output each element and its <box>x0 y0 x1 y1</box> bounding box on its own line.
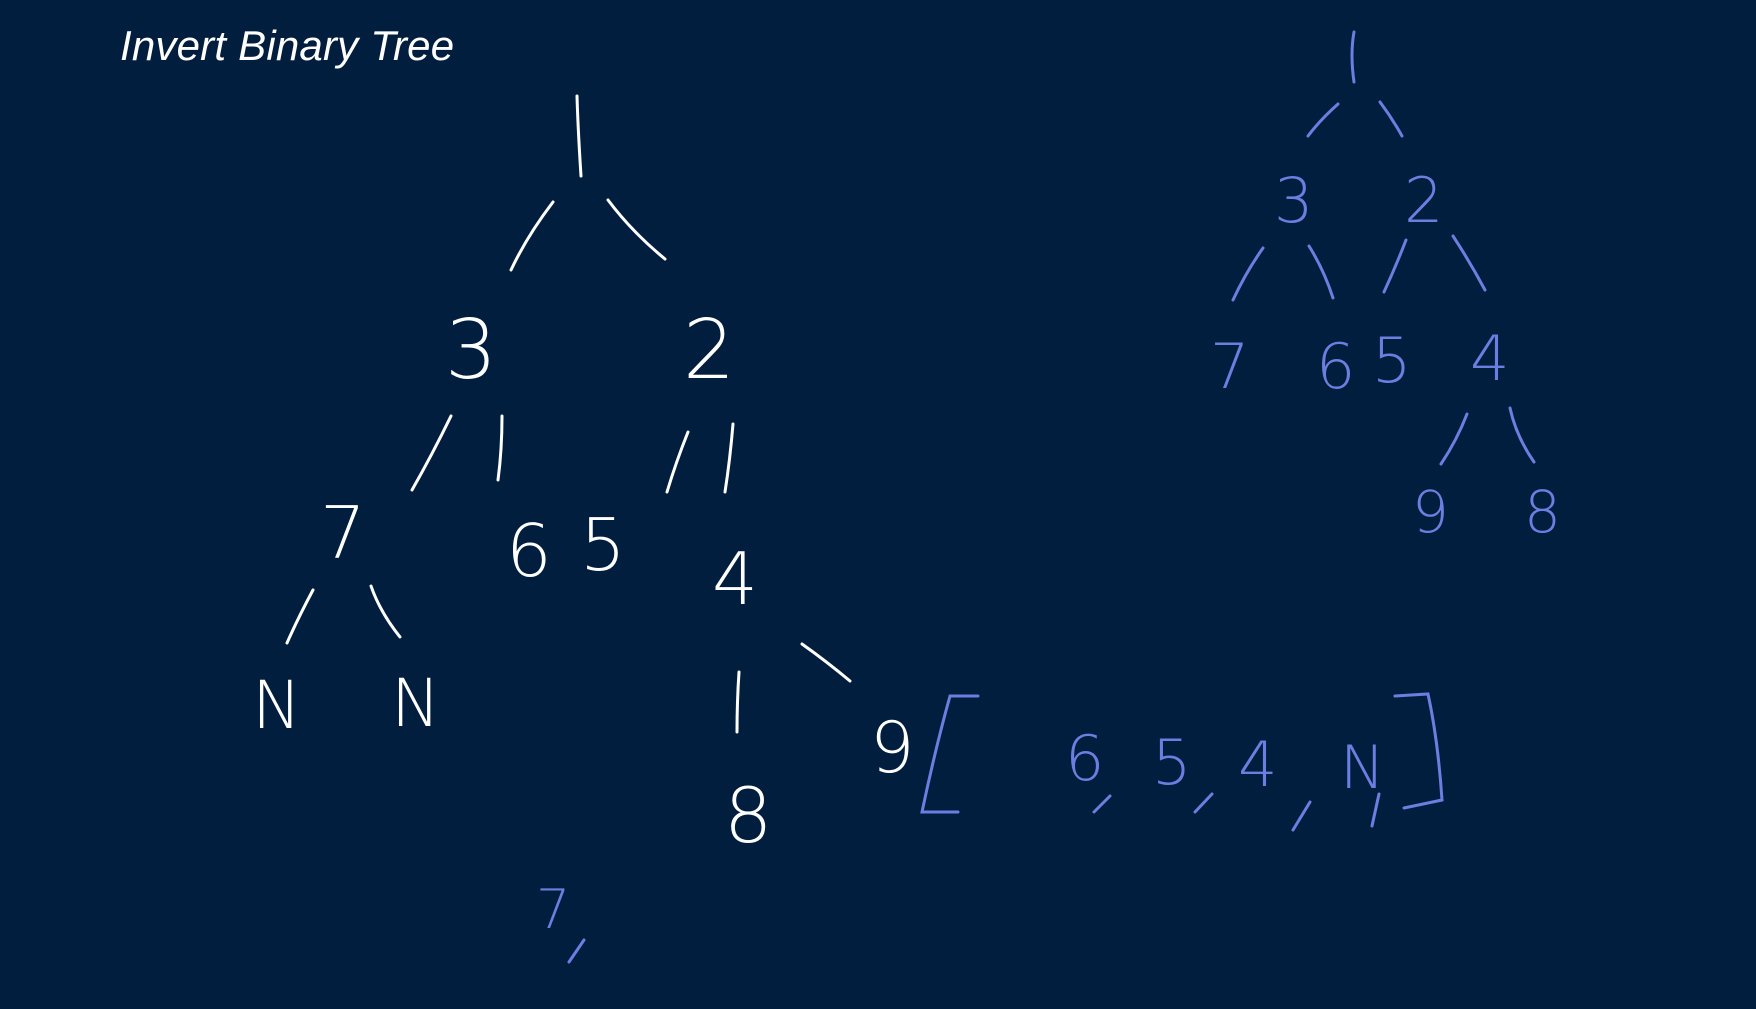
edge-7-n-right <box>369 584 402 639</box>
inv-edge-3-6 <box>1307 244 1335 300</box>
queue-left-bracket <box>920 694 980 814</box>
original-null-left: N <box>252 667 301 744</box>
queue-right-bracket <box>1393 692 1444 810</box>
queue-item-4: N <box>1340 733 1385 803</box>
inverted-node-4: 4 <box>1470 322 1509 395</box>
inverted-node-7: 7 <box>1210 330 1249 403</box>
inv-edge-2-4 <box>1451 234 1487 292</box>
original-root-node <box>575 94 583 178</box>
inverted-root-node <box>1350 30 1356 84</box>
queue-item-3: 4 <box>1238 728 1277 801</box>
inverted-node-2: 2 <box>1404 164 1443 237</box>
original-node-7: 7 <box>320 491 366 575</box>
inverted-tree: 3 2 7 6 5 4 9 8 <box>1210 30 1561 546</box>
edge-4-9 <box>800 642 852 683</box>
queue-comma-2 <box>1193 792 1214 814</box>
inv-edge-2-5 <box>1382 238 1408 294</box>
inverted-node-6: 6 <box>1316 330 1355 403</box>
page-title: Invert Binary Tree <box>120 22 455 69</box>
popped-comma <box>567 938 586 964</box>
edge-7-n-left <box>285 588 315 645</box>
queue-item-1: 6 <box>1065 722 1104 795</box>
edge-2-5 <box>665 430 690 494</box>
inverted-node-3: 3 <box>1274 164 1313 237</box>
edge-3-7 <box>410 414 453 492</box>
original-node-6: 6 <box>506 509 552 593</box>
original-node-5: 5 <box>580 503 626 587</box>
queue-sketch: 6 5 4 N 7 <box>536 692 1444 964</box>
original-node-4: 4 <box>712 537 758 621</box>
original-node-2: 2 <box>683 303 735 398</box>
queue-item-2: 5 <box>1152 726 1191 799</box>
edge-1-2 <box>606 198 667 261</box>
original-node-3: 3 <box>445 303 497 398</box>
original-node-9: 9 <box>870 707 915 789</box>
original-node-8: 8 <box>724 771 772 860</box>
inverted-node-8: 8 <box>1524 478 1561 546</box>
inverted-node-9: 9 <box>1412 478 1449 546</box>
inv-edge-1-3 <box>1306 102 1340 138</box>
edge-1-3 <box>509 200 555 272</box>
inv-edge-1-2 <box>1378 100 1404 138</box>
queue-comma-1 <box>1092 794 1112 814</box>
queue-comma-3 <box>1291 800 1312 832</box>
original-null-right: N <box>391 665 440 742</box>
inv-edge-4-8 <box>1508 406 1536 464</box>
edge-2-4 <box>723 422 735 494</box>
edge-4-8 <box>735 670 741 734</box>
edge-3-6 <box>496 414 504 482</box>
inv-edge-4-9 <box>1439 412 1469 466</box>
original-tree: 3 2 7 6 5 4 N N 8 9 <box>252 94 915 860</box>
popped-value: 7 <box>536 878 570 941</box>
queue-comma-4 <box>1370 792 1381 828</box>
inv-edge-3-7 <box>1231 246 1265 302</box>
inverted-node-5: 5 <box>1372 324 1411 397</box>
